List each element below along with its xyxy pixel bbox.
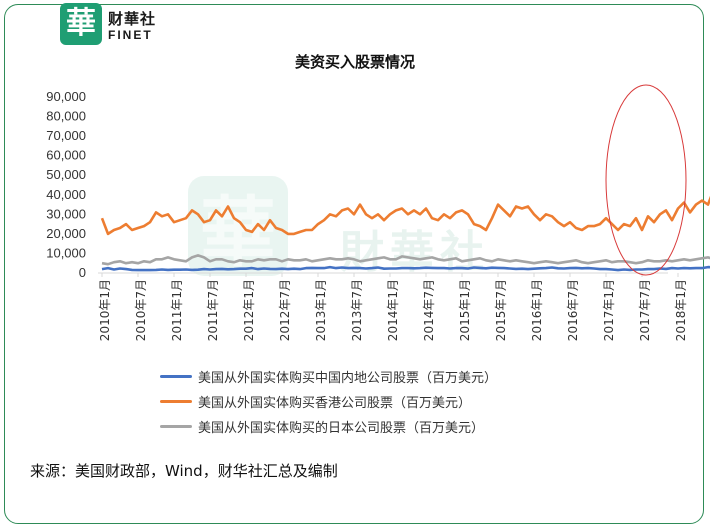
y-tick-label: 80,000 bbox=[46, 109, 86, 124]
source-note: 来源：美国财政部，Wind，财华社汇总及编制 bbox=[30, 462, 338, 480]
y-tick-label: 0 bbox=[79, 265, 86, 280]
x-tick-label: 2016年7月 bbox=[566, 279, 580, 341]
x-tick-label: 2017年1月 bbox=[602, 279, 616, 341]
x-tick-label: 2012年1月 bbox=[242, 279, 256, 341]
x-tick-label: 2014年7月 bbox=[422, 279, 436, 341]
y-tick-label: 50,000 bbox=[46, 167, 86, 182]
x-tick-label: 2013年1月 bbox=[314, 279, 328, 341]
y-tick-label: 70,000 bbox=[46, 128, 86, 143]
legend-swatch-hongkong bbox=[160, 400, 192, 403]
line-chart: 0 10,000 20,000 30,000 40,000 50,000 60,000 70,… bbox=[46, 84, 710, 341]
y-tick-label: 40,000 bbox=[46, 187, 86, 202]
x-tick-label: 2016年1月 bbox=[530, 279, 544, 341]
y-tick-label: 30,000 bbox=[46, 206, 86, 221]
finet-logo-icon: 華 bbox=[60, 3, 102, 45]
x-tick-label: 2014年1月 bbox=[386, 279, 400, 341]
y-tick-label: 20,000 bbox=[46, 226, 86, 241]
y-tick-label: 90,000 bbox=[46, 89, 86, 104]
legend-item-hongkong: 美国从外国实体购买香港公司股票（百万美元） bbox=[160, 389, 497, 414]
y-tick-label: 60,000 bbox=[46, 148, 86, 163]
x-tick-label: 2018年1月 bbox=[674, 279, 688, 341]
x-tick-label: 2015年1月 bbox=[458, 279, 472, 341]
chart-title: 美资买入股票情况 bbox=[294, 53, 415, 71]
legend-item-japan: 美国从外国实体购买的日本公司股票（百万美元） bbox=[160, 414, 497, 439]
x-tick-label: 2013年7月 bbox=[350, 279, 364, 341]
y-axis: 0 10,000 20,000 30,000 40,000 50,000 60,000 70,… bbox=[46, 89, 668, 280]
series-layer bbox=[100, 195, 710, 272]
x-tick-label: 2010年7月 bbox=[134, 279, 148, 341]
legend-label-hongkong: 美国从外国实体购买香港公司股票（百万美元） bbox=[198, 396, 472, 411]
legend-swatch-japan bbox=[160, 425, 192, 428]
legend-label-japan: 美国从外国实体购买的日本公司股票（百万美元） bbox=[198, 421, 485, 436]
legend-label-mainland: 美国从外国实体购买中国内地公司股票（百万美元） bbox=[198, 371, 498, 386]
x-tick-label: 2012年7月 bbox=[278, 279, 292, 341]
highlight-ellipse bbox=[605, 84, 687, 276]
x-tick-label: 2017年7月 bbox=[638, 279, 652, 341]
series-line-mainland bbox=[101, 265, 710, 272]
series-line-japan bbox=[101, 254, 710, 266]
x-tick-label: 2010年1月 bbox=[98, 279, 112, 341]
legend: 美国从外国实体购买中国内地公司股票（百万美元） 美国从外国实体购买香港公司股票（… bbox=[160, 364, 497, 439]
x-tick-label: 2011年7月 bbox=[206, 279, 220, 341]
x-tick-label: 2015年7月 bbox=[494, 279, 508, 341]
legend-swatch-mainland bbox=[160, 375, 192, 378]
x-tick-label: 2011年1月 bbox=[170, 279, 184, 341]
legend-item-mainland: 美国从外国实体购买中国内地公司股票（百万美元） bbox=[160, 364, 497, 389]
series-line-hongkong bbox=[100, 195, 710, 236]
brand-name-cn: 财華社 bbox=[108, 10, 157, 28]
brand-name-en: FINET bbox=[108, 28, 153, 42]
y-tick-label: 10,000 bbox=[46, 245, 86, 260]
x-axis: 2010年1月 2010年7月 2011年1月 2011年7月 2012年1月 2012年… bbox=[98, 273, 688, 341]
